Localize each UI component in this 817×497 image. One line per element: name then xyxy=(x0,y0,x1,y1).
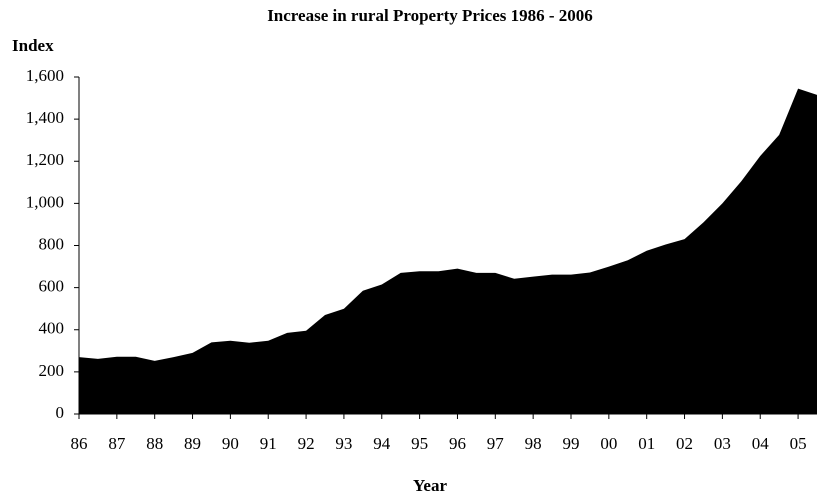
x-tick-label: 01 xyxy=(638,434,655,453)
x-tick-label: 89 xyxy=(184,434,201,453)
y-tick-label: 200 xyxy=(39,361,65,380)
x-tick-label: 94 xyxy=(373,434,391,453)
x-tick-label: 02 xyxy=(676,434,693,453)
y-tick-label: 800 xyxy=(39,234,65,253)
x-axis-label: Year xyxy=(413,476,447,495)
x-tick-label: 88 xyxy=(146,434,163,453)
x-tick-label: 86 xyxy=(71,434,88,453)
x-tick-label: 92 xyxy=(298,434,315,453)
area xyxy=(79,88,817,414)
x-tick-label: 96 xyxy=(449,434,466,453)
y-tick-label: 1,600 xyxy=(26,66,64,85)
y-tick-label: 1,400 xyxy=(26,108,64,127)
y-axis-label: Index xyxy=(12,36,54,55)
y-tick-label: 1,000 xyxy=(26,192,64,211)
x-tick-label: 93 xyxy=(335,434,352,453)
x-tick-label: 99 xyxy=(563,434,580,453)
x-tick-label: 04 xyxy=(752,434,770,453)
x-tick-label: 00 xyxy=(600,434,617,453)
x-tick-label: 03 xyxy=(714,434,731,453)
y-tick-label: 1,200 xyxy=(26,150,64,169)
x-tick-label: 95 xyxy=(411,434,428,453)
x-tick-label: 05 xyxy=(790,434,807,453)
x-tick-label: 91 xyxy=(260,434,277,453)
x-tick-label: 90 xyxy=(222,434,239,453)
chart-title: Increase in rural Property Prices 1986 -… xyxy=(267,6,593,25)
y-tick-label: 600 xyxy=(39,277,65,296)
x-tick-label: 87 xyxy=(108,434,126,453)
y-tick-label: 0 xyxy=(56,403,65,422)
x-tick-label: 97 xyxy=(487,434,505,453)
y-tick-label: 400 xyxy=(39,319,65,338)
x-tick-label: 98 xyxy=(525,434,542,453)
